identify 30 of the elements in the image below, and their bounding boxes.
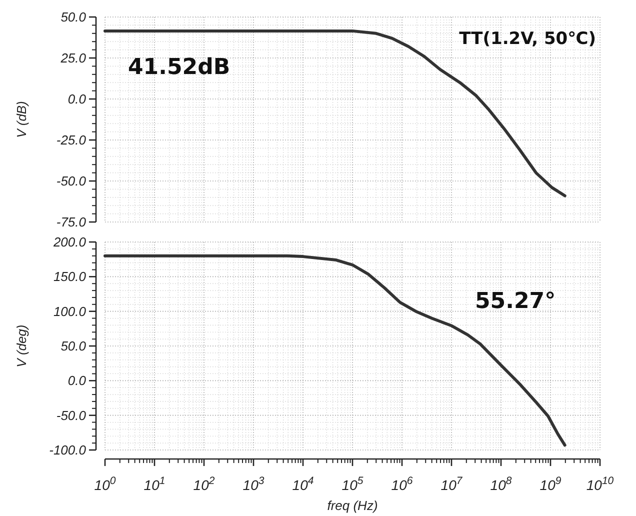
y-tick-label: 25.0 (60, 50, 87, 66)
x-tick-label: 10$^{10}$ (586, 475, 614, 493)
annotation: TT(1.2V, 50℃) (459, 29, 596, 49)
x-axis-title: freq (Hz) (327, 498, 378, 513)
y-axis-title: V (deg) (14, 324, 29, 368)
y-tick-label: -25.0 (56, 132, 87, 148)
x-tick-label: 10$^{2}$ (193, 475, 215, 493)
y-tick-label: 0.0 (68, 92, 87, 107)
y-tick-label: 50.0 (60, 10, 87, 25)
y-tick-label: -100.0 (49, 442, 87, 458)
annotation: 55.27° (475, 289, 556, 314)
y-tick-label: 100.0 (53, 304, 87, 319)
y-tick-label: -50.0 (56, 174, 87, 189)
y-tick-label: -50.0 (56, 408, 87, 423)
x-tick-label: 10$^{5}$ (342, 475, 364, 493)
x-tick-label: 10$^{9}$ (540, 475, 562, 493)
y-tick-label: 200.0 (52, 234, 87, 250)
y-tick-label: 150.0 (53, 269, 87, 284)
x-tick-label: 10$^{3}$ (242, 475, 264, 493)
x-tick-label: 10$^{0}$ (94, 475, 116, 493)
x-tick-label: 10$^{6}$ (391, 475, 413, 493)
y-tick-label: -75.0 (56, 214, 87, 230)
y-axis-title: V (dB) (14, 101, 29, 138)
x-tick-label: 10$^{8}$ (490, 475, 512, 493)
x-tick-label: 10$^{1}$ (144, 475, 166, 493)
x-tick-label: 10$^{7}$ (440, 475, 464, 493)
x-tick-label: 10$^{4}$ (292, 475, 314, 493)
annotation: 41.52dB (128, 55, 230, 80)
y-tick-label: 0.0 (68, 373, 87, 388)
y-tick-label: 50.0 (60, 338, 87, 354)
